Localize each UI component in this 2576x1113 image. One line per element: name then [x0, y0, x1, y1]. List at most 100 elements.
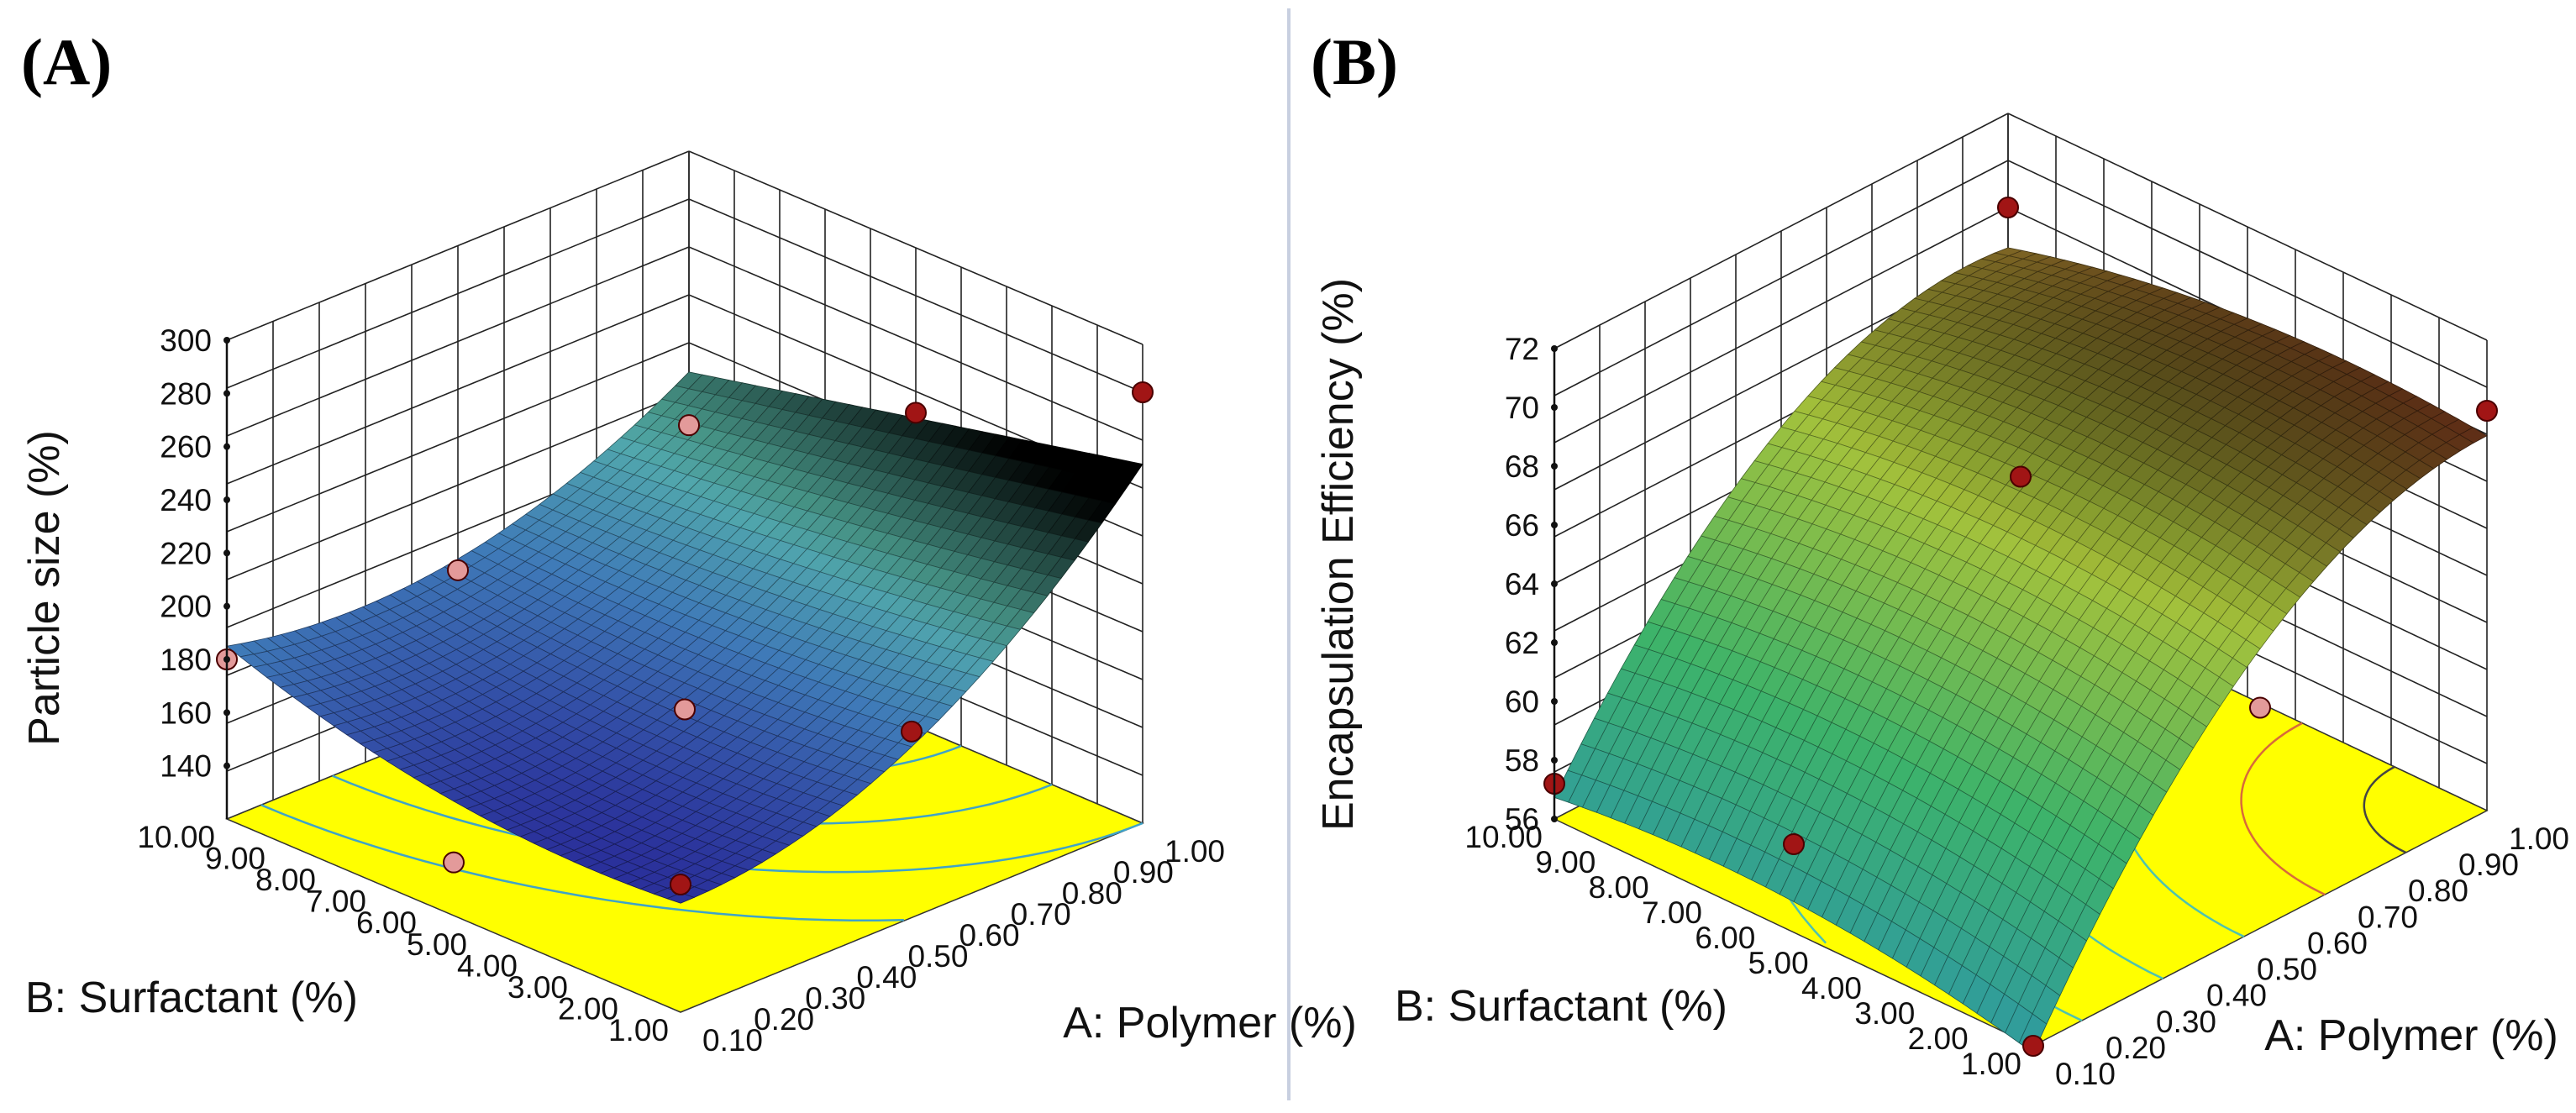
z-tick-mark: [1551, 580, 1558, 587]
z-tick-mark: [223, 709, 230, 717]
design-point: [1783, 833, 1805, 855]
z-tick-label: 260: [160, 430, 212, 465]
x-tick-label: 0.20: [2105, 1031, 2166, 1065]
y-tick-label: 4.00: [457, 948, 518, 983]
x-tick-label: 0.40: [2206, 979, 2267, 1013]
y-tick-label: 6.00: [1695, 921, 1755, 955]
design-point: [2022, 1035, 2044, 1057]
x-tick-label: 0.70: [2358, 900, 2418, 934]
y-tick-label: 9.00: [205, 842, 265, 876]
z-tick-label: 62: [1505, 626, 1539, 660]
y-tick-label: 8.00: [1589, 870, 1649, 905]
grid-line: [1553, 207, 2009, 444]
grid-line: [2007, 160, 2488, 388]
z-tick-mark: [1551, 522, 1558, 528]
z-tick-mark: [223, 443, 230, 450]
grid-line: [1553, 160, 2009, 396]
design-point: [678, 414, 700, 437]
z-tick-label: 220: [160, 536, 212, 570]
z-tick-label: 280: [160, 376, 212, 411]
y-tick-label: 1.00: [1961, 1047, 2021, 1081]
y-tick-label: 5.00: [1748, 946, 1809, 980]
response-surface: [1553, 247, 2488, 1054]
contour-line: [2363, 765, 2407, 854]
z-tick-mark: [1551, 463, 1558, 470]
y-tick-label: 2.00: [1908, 1021, 1969, 1056]
y-tick-label: 10.00: [1464, 820, 1543, 854]
x-tick-label: 1.00: [2509, 822, 2569, 856]
z-tick-mark: [223, 390, 230, 397]
z-tick-label: 70: [1505, 391, 1539, 425]
y-tick-label: 8.00: [255, 863, 316, 897]
z-tick-label: 64: [1505, 567, 1539, 601]
z-tick-mark: [223, 762, 230, 769]
z-tick-label: 58: [1505, 743, 1539, 778]
design-point: [447, 559, 469, 581]
design-point: [2010, 465, 2032, 488]
grid-line: [688, 198, 1143, 393]
y-axis: 1.002.003.004.005.006.007.008.009.0010.0…: [1395, 820, 2021, 1081]
x-tick-label: 0.40: [856, 960, 917, 995]
design-point: [670, 874, 691, 895]
x-tick-label: 0.80: [2408, 874, 2468, 908]
grid-line: [688, 246, 1143, 441]
grid-line: [688, 150, 1143, 345]
x-tick-label: 0.90: [2458, 848, 2519, 882]
x-tick-label: 0.20: [754, 1002, 814, 1037]
panel-b: (B) 56 58 60 62 64 66 68 70 72 Encapsulation Effic…: [1311, 25, 2569, 1091]
grid-line: [226, 342, 690, 533]
z-tick-mark: [223, 337, 230, 344]
grid-line: [226, 198, 690, 389]
x-tick-label: 0.90: [1113, 855, 1174, 890]
z-axis-title: Particle size (%): [20, 430, 69, 746]
x-tick-label: 0.80: [1062, 876, 1122, 911]
y-tick-label: 3.00: [507, 970, 568, 1005]
design-point: [905, 402, 927, 424]
grid-line: [2007, 113, 2488, 341]
y-tick-label: 2.00: [558, 991, 618, 1026]
y-tick-label: 9.00: [1535, 845, 1596, 879]
contour-line: [332, 774, 1143, 874]
panel-label: (A): [21, 25, 112, 98]
z-tick-label: 240: [160, 483, 212, 517]
z-tick-label: 72: [1505, 332, 1539, 366]
x-axis: 0.100.200.300.400.500.600.700.800.901.00…: [702, 834, 1357, 1058]
contour-line: [2240, 722, 2326, 896]
x-tick-label: 0.10: [2055, 1057, 2116, 1091]
x-tick-label: 0.70: [1011, 897, 1071, 932]
x-tick-label: 0.50: [2257, 953, 2317, 987]
design-point: [674, 698, 696, 721]
z-tick-mark: [1551, 698, 1558, 705]
design-point: [443, 851, 465, 874]
z-tick-mark: [223, 549, 230, 557]
design-point: [1132, 381, 1154, 403]
x-tick-label: 0.30: [805, 981, 865, 1016]
z-tick-mark: [1551, 816, 1558, 822]
response-surface: [226, 371, 1143, 904]
y-tick-label: 3.00: [1854, 996, 1915, 1031]
z-tick-mark: [1551, 639, 1558, 646]
z-tick-label: 180: [160, 643, 212, 677]
z-tick-mark: [223, 496, 230, 503]
y-tick-label: 7.00: [306, 885, 366, 919]
x-axis-title: A: Polymer (%): [1063, 999, 1357, 1047]
x-tick-label: 0.60: [2307, 926, 2368, 960]
z-tick-label: 160: [160, 696, 212, 730]
design-point: [2476, 400, 2498, 422]
design-point: [901, 720, 923, 743]
grid-line: [226, 390, 690, 580]
y-axis-title: B: Surfactant (%): [1395, 982, 1727, 1031]
z-tick-label: 140: [160, 749, 212, 784]
z-tick-label: 200: [160, 590, 212, 624]
z-axis: 140 160 180 200 220 240 260 280 300 Particle size…: [20, 323, 230, 819]
y-tick-label: 5.00: [407, 927, 467, 962]
x-tick-label: 0.10: [702, 1023, 763, 1058]
grid-line: [226, 246, 690, 437]
z-tick-label: 300: [160, 323, 212, 358]
y-axis: 1.002.003.004.005.006.007.008.009.0010.0…: [25, 820, 669, 1047]
z-tick-mark: [1551, 345, 1558, 352]
z-axis-title: Encapsulation Efficiency (%): [1314, 278, 1363, 831]
y-axis-title: B: Surfactant (%): [25, 974, 358, 1022]
z-tick-label: 60: [1505, 685, 1539, 719]
grid-line: [226, 150, 690, 341]
